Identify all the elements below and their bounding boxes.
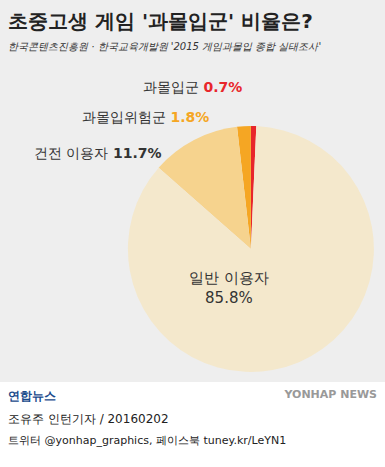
html-text:YONHAP NEWS: YONHAP NEWS <box>284 388 377 401</box>
svg-text:일반 이용자85.8%: 일반 이용자85.8% <box>189 269 269 307</box>
html-text:트위터 @yonhap_graphics, 페이스북 tun: 트위터 @yonhap_graphics, 페이스북 tuney.kr/LeYN… <box>8 434 287 447</box>
svg-text:과몰입위험군 1.8%: 과몰입위험군 1.8% <box>82 109 209 125</box>
html-text:초중고생 게임 '과몰입군' 비율은?: 초중고생 게임 '과몰입군' 비율은? <box>8 9 313 33</box>
svg-text:과몰입군 0.7%: 과몰입군 0.7% <box>143 79 242 95</box>
html-text:연합뉴스: 연합뉴스 <box>8 389 56 403</box>
html-text:조유주 인턴기자 / 20160202: 조유주 인턴기자 / 20160202 <box>8 412 169 426</box>
html-text:한국콘텐츠진흥원 · 한국교육개발원 '2015 게임과몰입: 한국콘텐츠진흥원 · 한국교육개발원 '2015 게임과몰입 종합 실태조사' <box>8 41 322 52</box>
svg-text:건전 이용자 11.7%: 건전 이용자 11.7% <box>34 145 161 161</box>
